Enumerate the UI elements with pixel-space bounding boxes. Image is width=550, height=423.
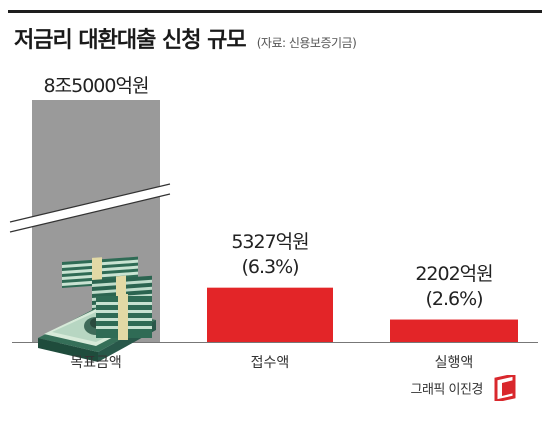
axis-break-line-top [9,183,171,223]
value-label-3: 2202억원 (2.6%) [374,262,534,312]
category-label-3: 실행액 [434,355,474,371]
money-stack-illustration [38,256,156,362]
axis-break-line-bottom [9,193,171,233]
category-label-2: 접수액 [250,355,290,371]
top-rule [8,10,542,13]
graphic-credit: 그래픽 이진경 [410,373,517,403]
source-note: (자료: 신용보증기금) [256,36,357,50]
value-amount: 8조5000억원 [43,75,150,97]
value-percent: (6.3%) [241,255,299,278]
bar-executed [390,319,518,342]
value-label-1: 8조5000억원 [16,74,176,99]
publisher-logo-icon [494,373,516,403]
value-amount: 5327억원 [231,230,309,253]
bar-received [207,287,333,342]
value-amount: 2202억원 [415,262,493,285]
credit-text: 그래픽 이진경 [410,382,484,398]
category-label-1: 목표금액 [70,355,122,371]
axis-break [10,184,170,232]
value-label-2: 5327억원 (6.3%) [190,230,350,280]
value-percent: (2.6%) [425,287,483,310]
title-row: 저금리 대환대출 신청 규모 (자료: 신용보증기금) [14,22,357,54]
bars-layer [9,100,538,343]
chart-title: 저금리 대환대출 신청 규모 [14,28,247,53]
